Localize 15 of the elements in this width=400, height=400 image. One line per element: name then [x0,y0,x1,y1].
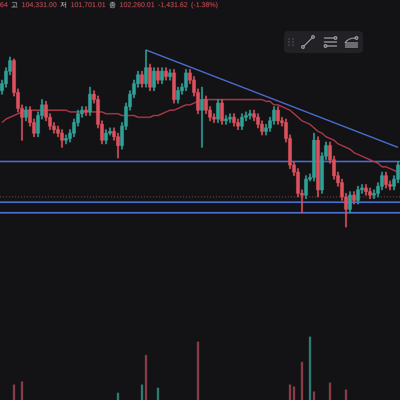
bar [292,386,296,400]
bar [344,390,348,400]
bar [196,342,200,400]
bar [300,362,304,400]
bar [20,381,24,400]
bar [116,392,120,400]
bar [144,354,148,400]
bar [12,384,16,400]
bar [288,384,292,400]
bar [156,388,160,400]
bar [140,384,144,400]
bar [312,391,316,400]
bar [328,382,332,400]
bar [308,336,312,400]
candlestick [200,86,204,148]
